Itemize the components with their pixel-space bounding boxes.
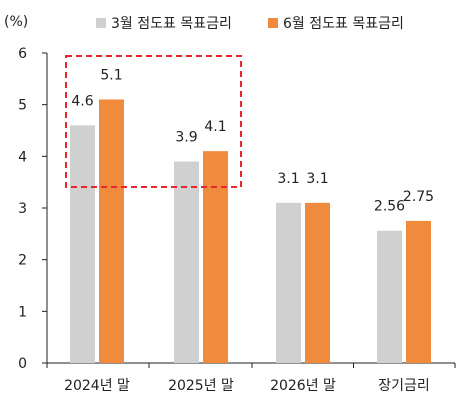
plot-area: 0 1 2 3 4 5 6 4.6 5.1 2024년 말 3.9 4.1 2025년 말 3.1 3.1 2… <box>18 46 456 394</box>
x-category-label: 2025년 말 <box>168 378 234 394</box>
legend-swatch-march <box>96 18 106 28</box>
data-label-june: 2.75 <box>403 189 434 205</box>
legend-swatch-june <box>268 18 278 28</box>
x-category-label: 장기금리 <box>378 378 430 394</box>
bar-june <box>99 99 124 363</box>
y-tick-label: 3 <box>18 201 27 217</box>
data-label-march: 3.1 <box>277 171 299 187</box>
bar-march <box>70 125 95 363</box>
data-label-june: 3.1 <box>306 171 328 187</box>
bar-march <box>377 230 402 363</box>
bar-june <box>406 220 431 363</box>
y-tick-label: 4 <box>18 149 27 165</box>
y-tick-label: 0 <box>18 356 27 372</box>
x-category-label: 2024년 말 <box>64 378 130 394</box>
y-tick-label: 6 <box>18 46 27 62</box>
y-tick-label: 1 <box>18 304 27 320</box>
highlight-dashed-box <box>65 55 242 188</box>
y-unit-label: (%) <box>4 14 28 30</box>
data-label-march: 3.9 <box>175 130 197 146</box>
y-tick-label: 5 <box>18 98 27 114</box>
data-label-march: 2.56 <box>374 199 405 215</box>
bar-june <box>305 202 330 363</box>
legend-label-march: 3월 점도표 목표금리 <box>111 16 232 32</box>
legend: 3월 점도표 목표금리 6월 점도표 목표금리 <box>96 16 404 32</box>
bar-march <box>276 202 301 363</box>
data-label-march: 4.6 <box>71 93 93 109</box>
data-label-june: 4.1 <box>204 119 226 135</box>
bar-june <box>203 151 228 363</box>
y-tick-label: 2 <box>18 253 27 269</box>
legend-label-june: 6월 점도표 목표금리 <box>283 16 404 32</box>
data-label-june: 5.1 <box>100 68 122 84</box>
x-category-label: 2026년 말 <box>270 378 336 394</box>
bar-march <box>174 161 199 363</box>
